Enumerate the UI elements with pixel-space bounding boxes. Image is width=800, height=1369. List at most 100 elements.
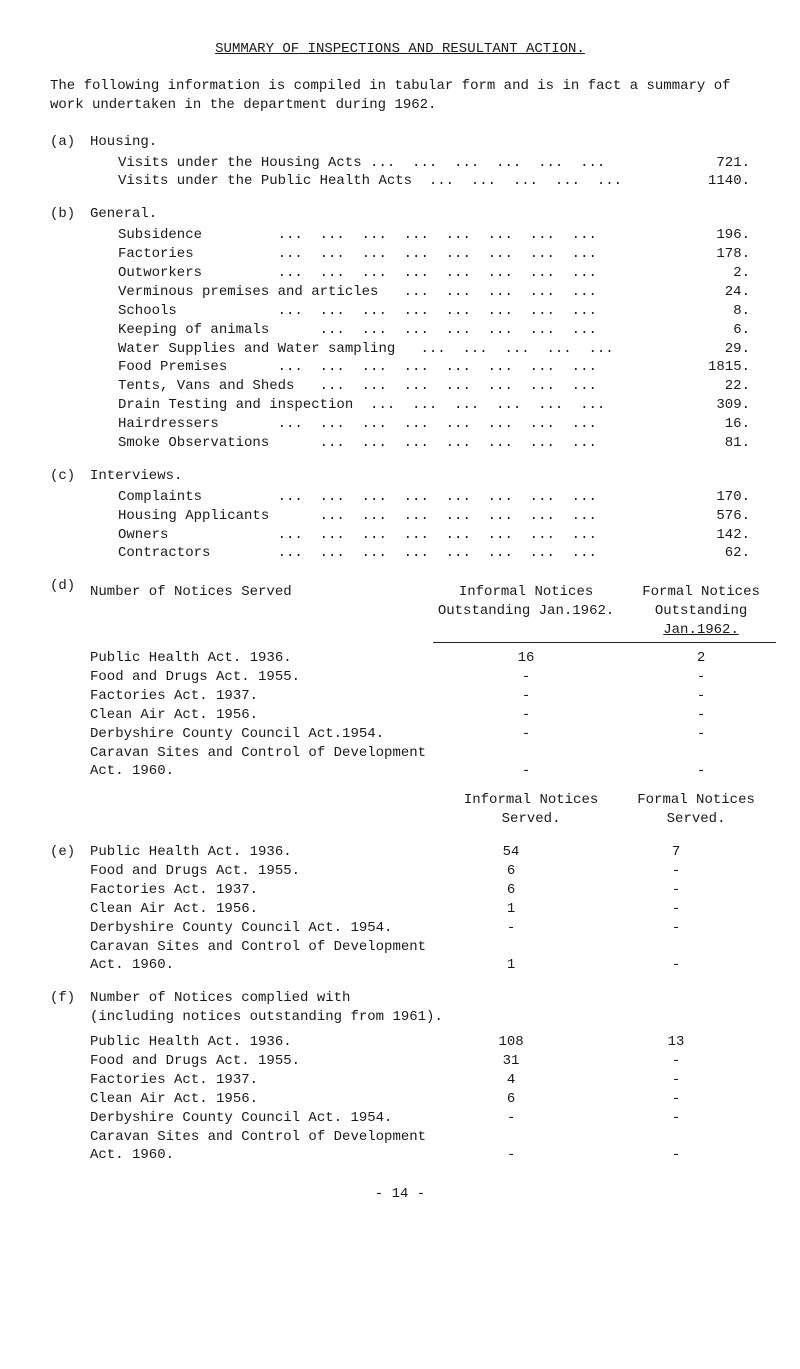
- row-value: [596, 938, 756, 957]
- row-label: Schools ... ... ... ... ... ... ... ...: [90, 302, 690, 321]
- page-title: SUMMARY OF INSPECTIONS AND RESULTANT ACT…: [50, 40, 750, 59]
- row-value: -: [426, 725, 626, 744]
- row-label: Food and Drugs Act. 1955.: [90, 668, 426, 687]
- section-label-d: (d): [50, 577, 90, 829]
- row-value: 54: [426, 843, 596, 862]
- row-value: -: [426, 919, 596, 938]
- data-row: Factories Act. 1937.--: [90, 687, 776, 706]
- row-value: 1: [426, 900, 596, 919]
- row-label: Subsidence ... ... ... ... ... ... ... .…: [90, 226, 690, 245]
- row-label: Visits under the Housing Acts ... ... ..…: [90, 154, 690, 173]
- data-row: Food and Drugs Act. 1955.6-: [90, 862, 756, 881]
- row-label: Verminous premises and articles ... ... …: [90, 283, 690, 302]
- row-value: -: [596, 919, 756, 938]
- data-row: Visits under the Housing Acts ... ... ..…: [90, 154, 750, 173]
- data-row: Act. 1960.1-: [90, 956, 756, 975]
- row-label: Drain Testing and inspection ... ... ...…: [90, 396, 690, 415]
- row-value: 4: [426, 1071, 596, 1090]
- row-value: 24.: [690, 283, 750, 302]
- row-value: 1: [426, 956, 596, 975]
- row-value: -: [596, 1052, 756, 1071]
- row-label: Food and Drugs Act. 1955.: [90, 1052, 426, 1071]
- row-label: Derbyshire County Council Act. 1954.: [90, 1109, 426, 1128]
- row-label: Water Supplies and Water sampling ... ..…: [90, 340, 690, 359]
- row-value: 576.: [690, 507, 750, 526]
- row-value: 178.: [690, 245, 750, 264]
- section-label-f: (f): [50, 989, 90, 1165]
- page-number: - 14 -: [50, 1185, 750, 1204]
- data-row: Food Premises ... ... ... ... ... ... ..…: [90, 358, 750, 377]
- row-value: -: [626, 687, 776, 706]
- data-row: Clean Air Act. 1956.1-: [90, 900, 756, 919]
- row-value: -: [426, 1109, 596, 1128]
- row-label: Clean Air Act. 1956.: [90, 1090, 426, 1109]
- data-row: Public Health Act. 1936.10813: [90, 1033, 756, 1052]
- section-heading-b: General.: [90, 205, 750, 224]
- section-f: (f) Number of Notices complied with (inc…: [50, 989, 750, 1165]
- row-value: 13: [596, 1033, 756, 1052]
- section-label-e: (e): [50, 843, 90, 975]
- row-value: 108: [426, 1033, 596, 1052]
- data-row: Contractors ... ... ... ... ... ... ... …: [90, 544, 750, 563]
- row-value: 6: [426, 862, 596, 881]
- row-value: 7: [596, 843, 756, 862]
- row-label: Public Health Act. 1936.: [90, 1033, 426, 1052]
- data-row: Clean Air Act. 1956.--: [90, 706, 776, 725]
- data-row: Factories Act. 1937.6-: [90, 881, 756, 900]
- section-label-b: (b): [50, 205, 90, 453]
- data-row: Schools ... ... ... ... ... ... ... ...8…: [90, 302, 750, 321]
- col-header: Informal Notices: [426, 583, 626, 602]
- data-row: Caravan Sites and Control of Development: [90, 744, 776, 763]
- section-subheading-f: (including notices outstanding from 1961…: [90, 1008, 756, 1027]
- data-row: Housing Applicants ... ... ... ... ... .…: [90, 507, 750, 526]
- row-label: Act. 1960.: [90, 1146, 426, 1165]
- row-label: Housing Applicants ... ... ... ... ... .…: [90, 507, 690, 526]
- row-value: -: [426, 762, 626, 781]
- row-value: 22.: [690, 377, 750, 396]
- section-d: (d) Number of Notices Served Informal No…: [50, 577, 750, 829]
- section-heading-d: Number of Notices Served: [90, 583, 426, 602]
- row-value: -: [596, 862, 756, 881]
- row-value: 2.: [690, 264, 750, 283]
- row-value: 1140.: [690, 172, 750, 191]
- row-value: 309.: [690, 396, 750, 415]
- row-value: -: [596, 900, 756, 919]
- row-value: 6: [426, 881, 596, 900]
- row-value: -: [626, 725, 776, 744]
- row-label: Factories ... ... ... ... ... ... ... ..…: [90, 245, 690, 264]
- data-row: Act. 1960.--: [90, 762, 776, 781]
- data-row: Caravan Sites and Control of Development: [90, 938, 756, 957]
- row-label: Food Premises ... ... ... ... ... ... ..…: [90, 358, 690, 377]
- intro-paragraph: The following information is compiled in…: [50, 77, 750, 115]
- row-label: Public Health Act. 1936.: [90, 649, 426, 668]
- row-label: Keeping of animals ... ... ... ... ... .…: [90, 321, 690, 340]
- data-row: Smoke Observations ... ... ... ... ... .…: [90, 434, 750, 453]
- row-value: [596, 1128, 756, 1147]
- data-row: Visits under the Public Health Acts ... …: [90, 172, 750, 191]
- row-label: Smoke Observations ... ... ... ... ... .…: [90, 434, 690, 453]
- row-value: 31: [426, 1052, 596, 1071]
- row-label: Owners ... ... ... ... ... ... ... ...: [90, 526, 690, 545]
- row-value: 16.: [690, 415, 750, 434]
- data-row: Public Health Act. 1936.547: [90, 843, 756, 862]
- row-value: -: [596, 956, 756, 975]
- data-row: Factories Act. 1937.4-: [90, 1071, 756, 1090]
- row-value: 170.: [690, 488, 750, 507]
- row-value: -: [596, 1146, 756, 1165]
- row-value: 721.: [690, 154, 750, 173]
- row-label: Visits under the Public Health Acts ... …: [90, 172, 690, 191]
- data-row: Caravan Sites and Control of Development: [90, 1128, 756, 1147]
- data-row: Keeping of animals ... ... ... ... ... .…: [90, 321, 750, 340]
- row-label: Food and Drugs Act. 1955.: [90, 862, 426, 881]
- section-e: (e) Public Health Act. 1936.547Food and …: [50, 843, 750, 975]
- row-value: 6: [426, 1090, 596, 1109]
- row-label: Act. 1960.: [90, 956, 426, 975]
- row-value: 142.: [690, 526, 750, 545]
- row-value: -: [596, 1090, 756, 1109]
- data-row: Factories ... ... ... ... ... ... ... ..…: [90, 245, 750, 264]
- data-row: Owners ... ... ... ... ... ... ... ...14…: [90, 526, 750, 545]
- row-value: 196.: [690, 226, 750, 245]
- row-value: 8.: [690, 302, 750, 321]
- row-label: Derbyshire County Council Act. 1954.: [90, 919, 426, 938]
- row-value: 16: [426, 649, 626, 668]
